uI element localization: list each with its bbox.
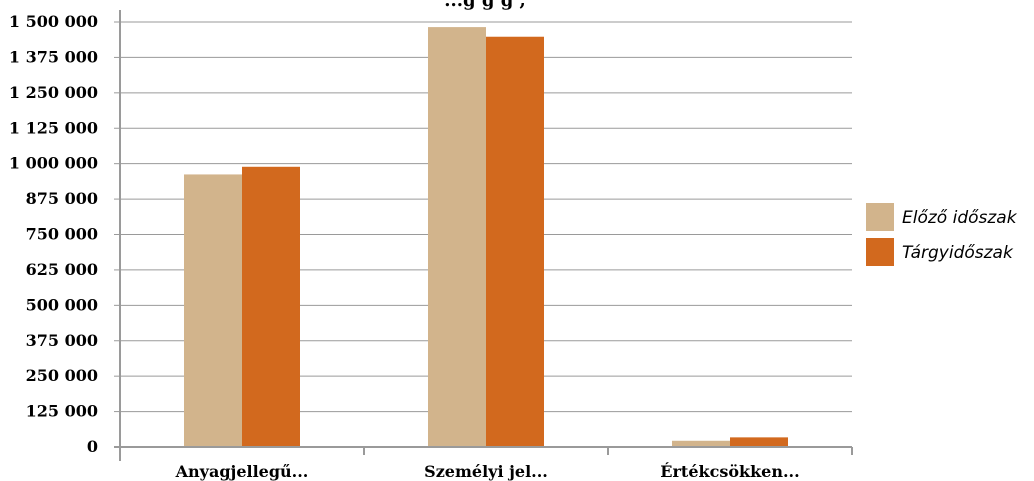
y-tick-label: 1 375 000 (9, 47, 98, 66)
y-tick-label: 625 000 (26, 260, 98, 279)
bar-current-0 (242, 166, 300, 448)
y-tick-label: 750 000 (26, 225, 98, 244)
y-tick-label: 1 125 000 (9, 118, 98, 137)
y-tick-label: 1 000 000 (9, 154, 98, 173)
chart-title: ...g g g , (444, 0, 526, 11)
bar-current-2 (730, 437, 788, 447)
y-tick-label: 0 (87, 437, 98, 456)
legend-label: Tárgyidőszak (902, 243, 1014, 263)
bar-previous-1 (428, 27, 486, 447)
y-axis-ticks: 0 125 000 250 000 375 000 500 000 625 000 750 … (9, 12, 120, 456)
x-category-label: Személyi jel... (424, 462, 548, 481)
legend-swatch (866, 238, 894, 266)
legend: Előző időszak Tárgyidőszak (866, 203, 1018, 266)
bar-previous-0 (184, 174, 242, 447)
y-tick-label: 500 000 (26, 295, 98, 314)
y-tick-label: 125 000 (26, 402, 98, 421)
legend-swatch (866, 203, 894, 231)
x-category-label: Értékcsökken... (660, 461, 799, 481)
y-tick-label: 1 250 000 (9, 83, 98, 102)
bar-previous-2 (672, 440, 730, 447)
y-tick-label: 250 000 (26, 366, 98, 385)
y-tick-label: 375 000 (26, 331, 98, 350)
axes (114, 10, 853, 461)
x-category-label: Anyagjellegű... (175, 462, 309, 481)
legend-label: Előző időszak (902, 208, 1018, 228)
bars (184, 27, 788, 448)
bar-current-1 (486, 36, 544, 447)
y-tick-label: 1 500 000 (9, 12, 98, 31)
y-tick-label: 875 000 (26, 189, 98, 208)
x-axis-labels: Anyagjellegű... Személyi jel... Értékcsökk… (175, 461, 800, 481)
